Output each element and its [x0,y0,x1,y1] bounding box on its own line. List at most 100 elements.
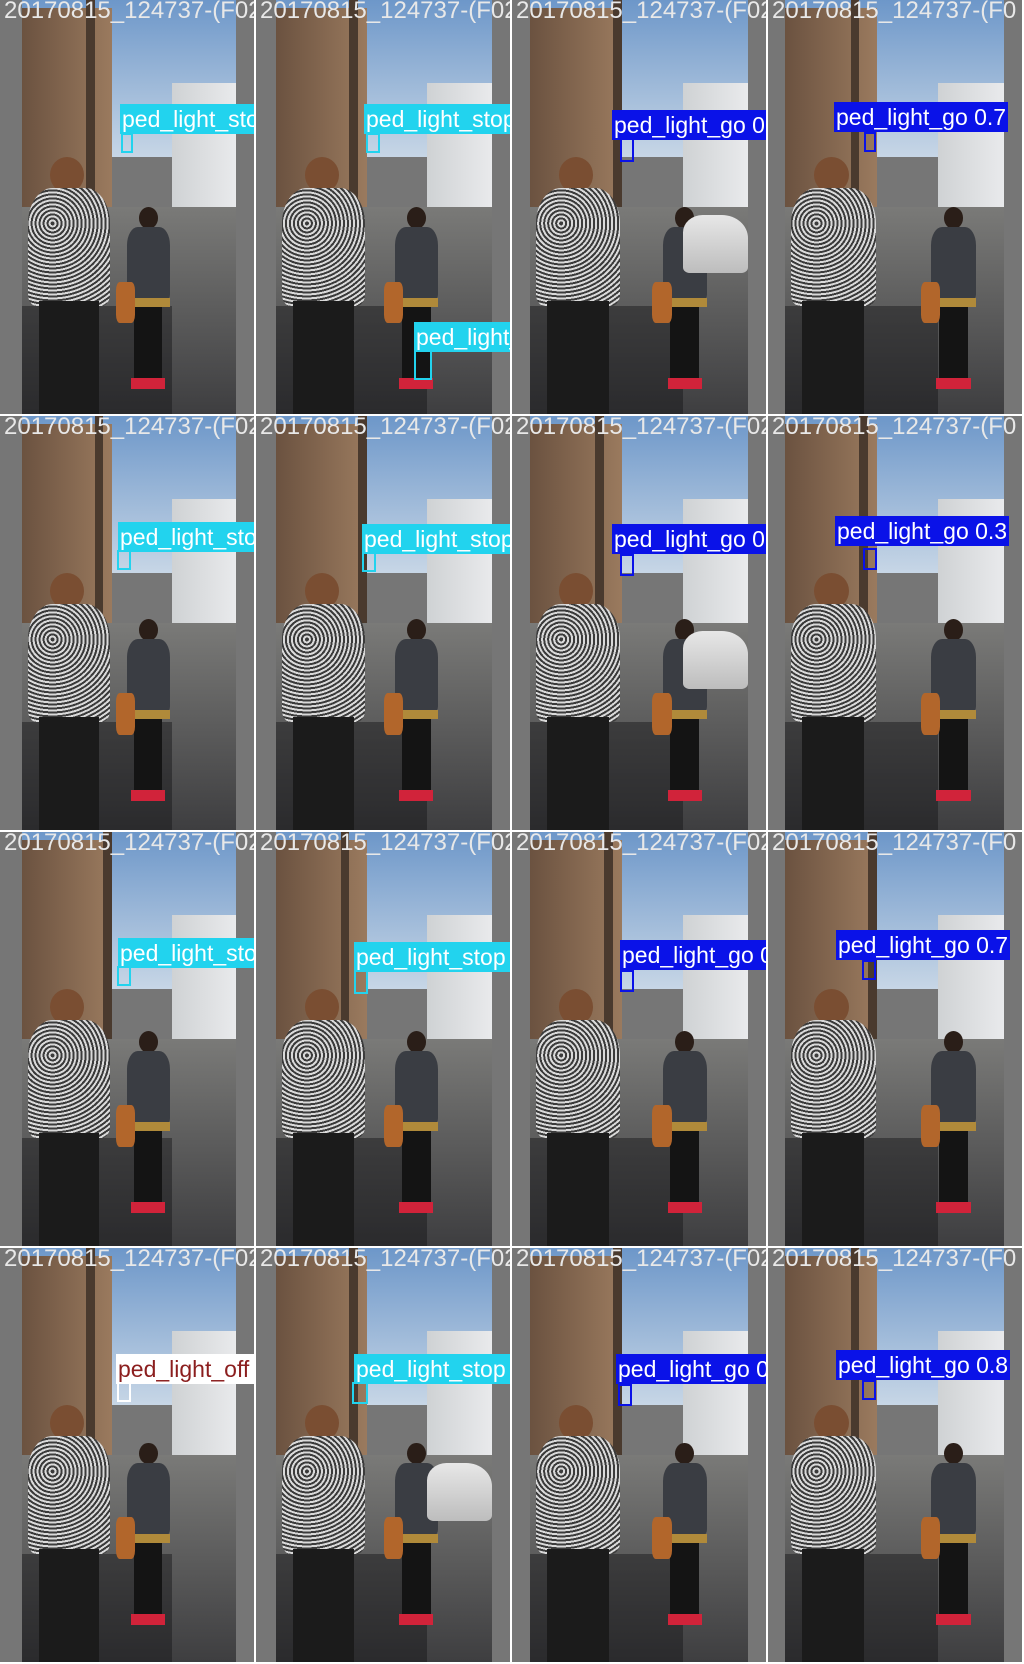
utility-pole [94,416,104,673]
mosaic-tile: 20170815_124737-(F02224).jpeg ped_light_s… [256,1248,510,1662]
standing-woman [530,1405,626,1662]
detection-box [117,966,131,986]
detection-box [352,1382,368,1404]
standing-woman [276,1405,371,1662]
detection-label: ped_light_stop 0.3 [118,522,254,552]
image-filename: 20170815_124737-(F02267).jpeg [516,1248,766,1272]
handbag [384,693,404,735]
standing-woman [530,989,626,1246]
street-photo [276,416,492,830]
building-right [427,1330,492,1464]
handbag [384,1105,404,1147]
image-filename: 20170815_124737-(F0 [772,832,1017,856]
grid-separator-horizontal [0,830,1024,832]
building-right [682,1330,748,1464]
detection-label: ped_light_go 0.6 [620,940,766,970]
detection-box [618,1384,632,1406]
mosaic-tile: 20170815_124737-(F0 ped_light_go 0.7 [768,832,1022,1246]
handbag [920,693,941,735]
standing-woman [530,157,626,414]
walking-woman [125,618,172,802]
walking-woman [930,1442,978,1625]
detection-label: ped_light_stop 0.7 [354,942,510,972]
car [682,215,748,274]
handbag [920,1517,941,1559]
detection-box [354,970,368,994]
image-filename: 20170815_124737-(F02154).jpeg [4,0,254,24]
image-filename: 20170815_124737-(F02174).jpeg [4,832,254,856]
mosaic-tile: 20170815_124737-(F02252).jpeg ped_light_g… [512,832,766,1246]
street-photo [276,0,492,414]
building-right [427,914,492,1048]
street-photo [785,832,1004,1246]
street-photo [530,416,748,830]
utility-pole [595,416,605,673]
handbag [652,281,672,323]
street-photo [785,1248,1004,1662]
image-filename: 20170815_124737-(F02182).jpeg [4,1248,254,1272]
mosaic-tile: 20170815_124737-(F02196).jpeg ped_light_s… [256,0,510,414]
mosaic-tile: 20170815_124737-(F02174).jpeg ped_light_s… [0,832,254,1246]
handbag [116,693,136,735]
walking-woman [125,1442,172,1625]
detection-label: ped_light_stop 0.5 [414,322,510,352]
detection-label: ped_light_stop 0.7 [354,1354,510,1384]
mosaic-tile: 20170815_124737-(F02210).jpeg ped_light_s… [256,832,510,1246]
building-right [682,82,748,216]
street-photo [530,1248,748,1662]
mosaic-tile: 20170815_124737-(F02182).jpeg ped_light_o… [0,1248,254,1662]
walking-woman [930,618,978,802]
grid-separator-vertical [766,0,768,1664]
street-photo [22,0,236,414]
street-photo [785,0,1004,414]
standing-woman [785,573,881,830]
detection-label: ped_light_go 0.7 [836,930,1011,960]
street-photo [22,832,236,1246]
walking-woman [661,1030,709,1213]
mosaic-tile: 20170815_124737-(F02154).jpeg ped_light_s… [0,0,254,414]
detection-label: ped_light_go 0.4 [616,1354,766,1384]
utility-pole [349,1248,359,1505]
detection-label: ped_light_off 0.3 [116,1354,254,1384]
standing-woman [22,157,116,414]
image-filename: 20170815_124737-(F02224).jpeg [260,1248,510,1272]
handbag [652,1517,672,1559]
building-right [682,498,748,632]
detection-label: ped_light_go 0.8 [612,524,766,554]
detection-box [414,350,432,380]
building-right [171,1330,236,1464]
building-right [171,914,236,1048]
image-filename: 20170815_124737-(F02238).jpeg [516,416,766,440]
detection-label: ped_light_go 0.7 [834,102,1009,132]
grid-separator-horizontal [0,414,1024,416]
image-filename: 20170815_124737-(F0 [772,0,1017,24]
grid-separator-horizontal [0,1246,1024,1248]
detection-box [864,132,876,152]
utility-pole [86,1248,95,1505]
utility-pole [103,832,112,1089]
image-filename: 20170815_124737-(F0 [772,1248,1017,1272]
walking-woman [930,1030,978,1213]
street-photo [785,416,1004,830]
detection-label: ped_light_stop 0.6 [364,104,510,134]
walking-woman [393,207,441,390]
standing-woman [276,157,371,414]
grid-separator-vertical [510,0,512,1664]
utility-pole [340,832,350,1089]
handbag [920,1105,941,1147]
detection-box [620,138,634,162]
street-photo [276,832,492,1246]
detection-box [121,133,133,153]
handbag [116,1517,136,1559]
street-photo [22,416,236,830]
detection-box [366,133,380,153]
detection-label: ped_light_stop 0.6 [120,104,254,134]
handbag [116,1105,136,1147]
grid-separator-vertical [254,0,256,1664]
standing-woman [530,573,626,830]
detection-box [862,960,876,980]
mosaic-tile: 20170815_124737-(F02267).jpeg ped_light_g… [512,1248,766,1662]
handbag [384,1517,404,1559]
mosaic-tile: 20170815_124737-(F0 ped_light_go 0.8 [768,1248,1022,1662]
